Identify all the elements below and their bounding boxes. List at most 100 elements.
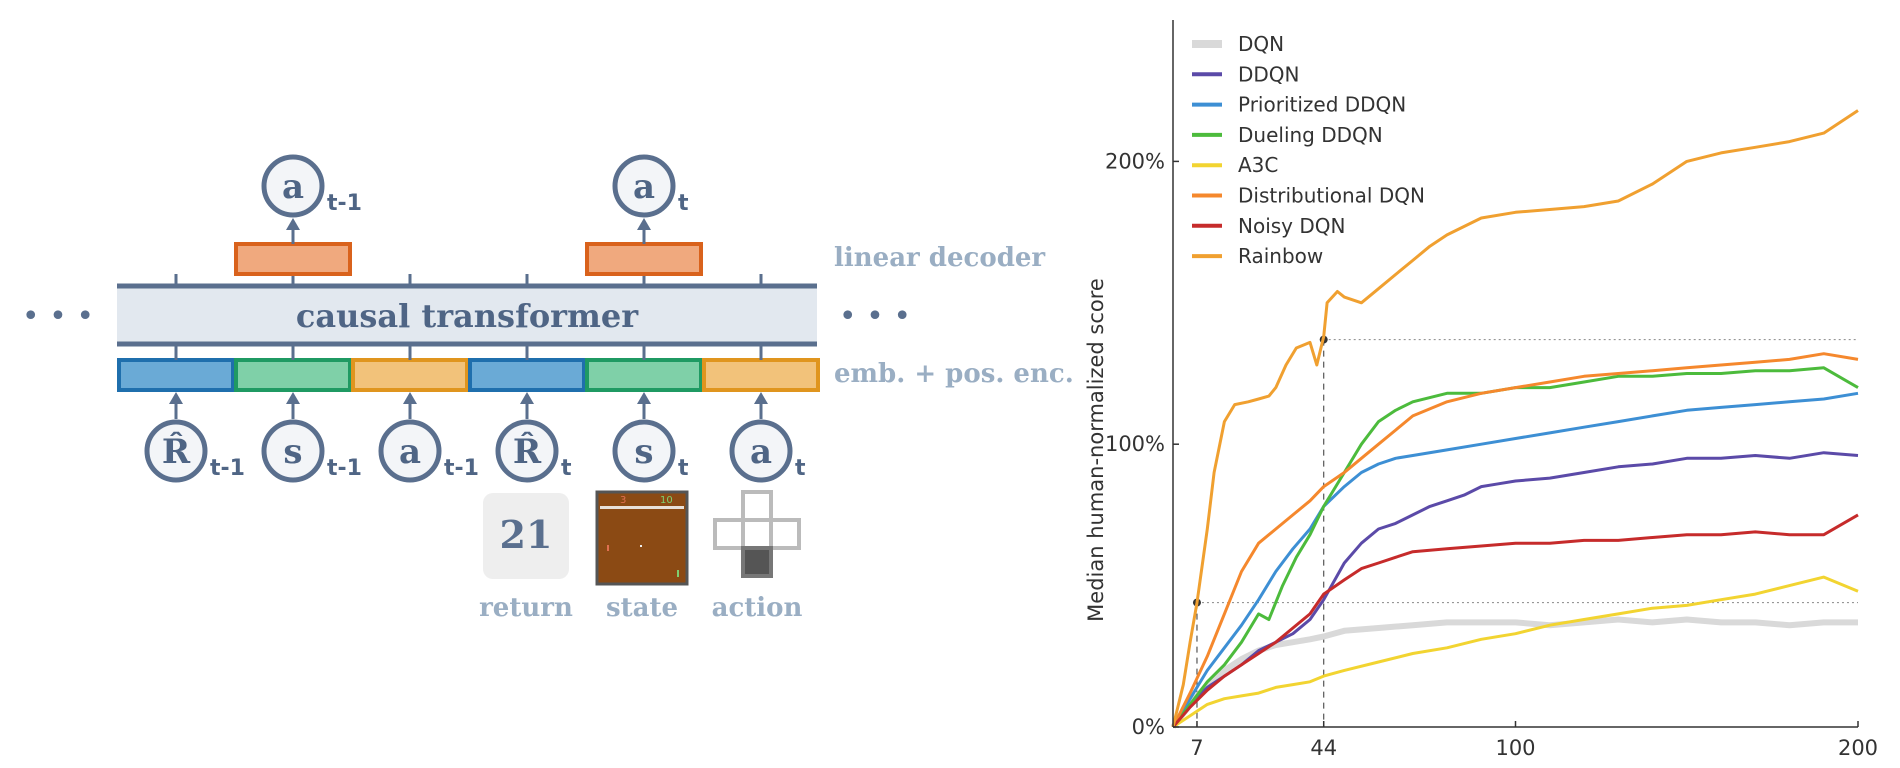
node-circle [378, 419, 442, 483]
legend-label: Prioritized DDQN [1238, 93, 1406, 117]
game-frame-image [595, 490, 689, 586]
game-ball [640, 545, 642, 547]
x-tick-label: 200 [1838, 736, 1878, 760]
input-node-return: R̂ t-1 [144, 419, 245, 483]
embedding-boxes [117, 344, 820, 392]
y-tick-label: 100% [1105, 432, 1165, 456]
x-tick-label: 100 [1495, 736, 1535, 760]
node-subscript: t [678, 456, 689, 481]
legend-label: DQN [1238, 32, 1284, 56]
game-paddle-right [677, 570, 679, 577]
rainbow-chart: 7 44 100 200 0% 100% 200% Median human-normali… [1084, 20, 1878, 760]
series-line-dqn [1170, 616, 1858, 729]
y-tick-label: 200% [1105, 149, 1165, 173]
series-line-ddqn [1171, 451, 1859, 728]
series-line-dueling-ddqn [1171, 366, 1859, 728]
node-symbol: a [399, 432, 421, 472]
node-circle [612, 154, 676, 218]
node-circle [261, 154, 325, 218]
decoder-box [585, 242, 703, 276]
node-subscript: t [678, 191, 689, 216]
legend-label: A3C [1238, 153, 1278, 177]
input-to-embedding-arrow-head [520, 392, 534, 404]
node-subscript: t-1 [444, 456, 479, 481]
linear-decoder-boxes [234, 242, 703, 276]
transformer-block [117, 286, 817, 344]
node-subscript: t [795, 456, 806, 481]
node-subscript: t-1 [327, 456, 362, 481]
input-to-embedding-arrow-head [169, 392, 183, 404]
y-axis-label: Median human-normalized score [1084, 278, 1108, 622]
legend-label: Distributional DQN [1238, 184, 1425, 208]
return-caption: return [479, 593, 573, 623]
game-score-right: 10 [660, 495, 673, 506]
node-symbol: R̂ [162, 431, 191, 472]
node-circle [495, 419, 559, 483]
legend-label: Rainbow [1238, 244, 1323, 268]
dpad-icon [713, 490, 801, 550]
dpad-down-pressed [741, 546, 773, 578]
series-line-noisy-dqn [1171, 513, 1859, 728]
decoder-box [234, 242, 352, 276]
node-symbol: a [750, 432, 772, 472]
chart-tick-labels: 7 44 100 200 0% 100% 200% [1105, 149, 1878, 760]
chart-series-lines [1170, 109, 1859, 729]
decoder-to-output-arrow-head [637, 218, 651, 230]
state-example: 3 10 state [595, 490, 689, 623]
input-token-nodes: R̂ t-1 s t-1 a t-1 R̂ t s t a t [144, 392, 806, 483]
output-node-0: a t-1 [261, 154, 362, 218]
series-line-distributional-dqn [1171, 352, 1859, 728]
return-value-box [483, 493, 569, 579]
left-ellipsis: • • • [22, 299, 94, 334]
node-subscript: t [561, 456, 572, 481]
embedding-box-state [585, 358, 703, 392]
legend-label: DDQN [1238, 62, 1300, 86]
return-value: 21 [500, 512, 553, 557]
x-tick-label: 7 [1190, 736, 1203, 760]
legend-label: Noisy DQN [1238, 214, 1345, 238]
series-line-rainbow [1171, 109, 1859, 728]
decision-transformer-diagram: • • • • • • causal transformer linear de… [22, 154, 1074, 623]
node-subscript: t-1 [327, 191, 362, 216]
chart-axes [1172, 20, 1859, 728]
node-symbol: R̂ [513, 431, 542, 472]
embedding-box-return [468, 358, 586, 392]
embedding-box-action [702, 358, 820, 392]
state-caption: state [606, 593, 678, 623]
input-to-embedding-arrow-head [637, 392, 651, 404]
right-ellipsis: • • • [839, 299, 911, 334]
series-line-prioritized-ddqn [1171, 391, 1859, 728]
x-tick-label: 44 [1310, 736, 1337, 760]
game-top-wall [600, 506, 684, 509]
node-circle [261, 419, 325, 483]
node-circle [612, 419, 676, 483]
transformer-label: causal transformer [296, 297, 639, 335]
node-circle [144, 419, 208, 483]
output-action-nodes: a t-1 a t [261, 154, 689, 244]
node-circle [729, 419, 793, 483]
embedding-box-action [351, 358, 469, 392]
game-score-left: 3 [620, 495, 626, 506]
node-symbol: a [282, 167, 304, 207]
action-caption: action [712, 593, 803, 623]
embedding-box-state [234, 358, 352, 392]
node-symbol: s [283, 432, 302, 472]
chart-legend: DQN DDQN Prioritized DDQN Dueling DDQN A3C Di… [1192, 32, 1425, 268]
embedding-box-return [117, 358, 235, 392]
input-node-state: s t-1 [261, 419, 362, 483]
embedding-label: emb. + pos. enc. [834, 359, 1074, 389]
series-line-a3c [1172, 575, 1859, 729]
return-example: 21 return [479, 493, 573, 623]
input-to-embedding-arrow-head [403, 392, 417, 404]
input-node-return: R̂ t [495, 419, 572, 483]
node-symbol: s [634, 432, 653, 472]
game-paddle-left [607, 545, 609, 551]
decoder-to-output-arrow-head [286, 218, 300, 230]
decoder-label: linear decoder [834, 243, 1045, 273]
legend-label: Dueling DDQN [1238, 123, 1383, 147]
input-to-embedding-arrow-head [754, 392, 768, 404]
